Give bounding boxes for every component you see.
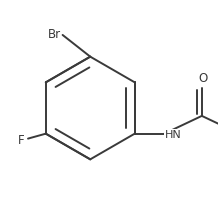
Text: F: F [18, 134, 24, 147]
Text: HN: HN [165, 130, 182, 140]
Text: Br: Br [48, 29, 61, 41]
Text: O: O [198, 72, 207, 85]
